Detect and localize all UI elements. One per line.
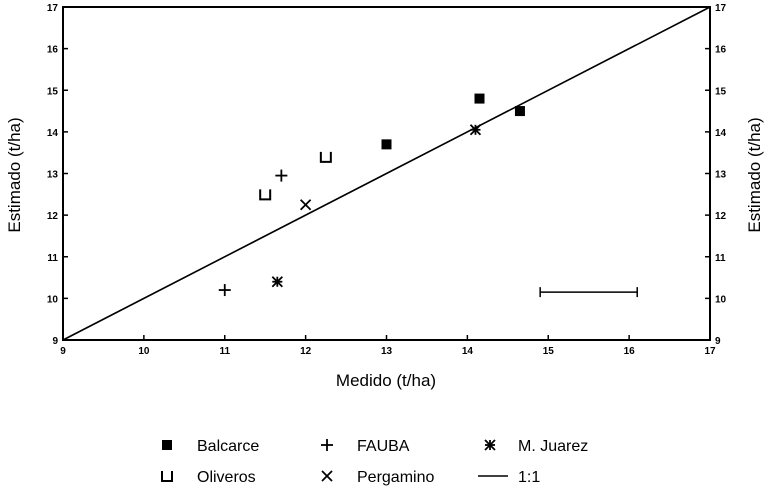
marker-shape — [474, 93, 485, 104]
y-tick-label-right: 10 — [715, 294, 727, 305]
legend-marker — [161, 471, 173, 482]
x-tick-label: 17 — [704, 346, 716, 357]
x-tick-label: 12 — [300, 346, 312, 357]
marker-shape — [321, 470, 333, 482]
marker-shape — [259, 189, 272, 201]
y-tick-label-right: 11 — [715, 253, 726, 264]
x-tick-label: 9 — [60, 346, 66, 357]
y-tick-label-left: 10 — [47, 294, 59, 305]
x-axis-title: Medido (t/ha) — [336, 371, 436, 390]
y-tick-label-right: 16 — [715, 45, 727, 56]
legend-marker — [321, 470, 333, 482]
y-tick-label-left: 12 — [47, 211, 59, 222]
error-bar-group — [539, 287, 638, 298]
x-tick-label: 13 — [381, 346, 393, 357]
legend-marker — [162, 440, 172, 450]
legend-label: FAUBA — [357, 438, 410, 455]
y-tick-label-left: 15 — [47, 86, 59, 97]
legend-label: Oliveros — [197, 469, 256, 486]
legend-marker — [484, 439, 496, 451]
x-tick-label: 14 — [462, 346, 474, 357]
y-tick-label-left: 13 — [47, 170, 59, 181]
y-tick-label-right: 14 — [715, 128, 727, 139]
y-tick-label-left: 14 — [47, 128, 59, 139]
reference-line-group — [62, 6, 711, 341]
x-tick-label: 11 — [219, 346, 230, 357]
data-point-pergamino — [299, 199, 312, 211]
legend-marker — [321, 439, 333, 451]
y-tick-label-left: 16 — [47, 45, 59, 56]
legend-item-pergamino: Pergamino — [321, 469, 434, 486]
y-tick-label-left: 9 — [52, 336, 58, 347]
y-tick-label-left: 17 — [47, 3, 59, 14]
data-point-m-juarez — [271, 276, 283, 288]
data-point-m-juarez — [469, 124, 482, 136]
marker-shape — [161, 471, 173, 482]
marker-shape — [271, 276, 283, 288]
y-tick-label-right: 9 — [715, 336, 721, 347]
legend-item-m-juarez: M. Juarez — [484, 438, 588, 455]
marker-shape — [469, 124, 482, 136]
legend-label: Balcarce — [197, 438, 259, 455]
y-tick-label-right: 15 — [715, 86, 727, 97]
x-tick-label: 10 — [138, 346, 150, 357]
data-points — [218, 93, 525, 297]
data-point-oliveros — [259, 189, 272, 201]
data-point-balcarce — [474, 93, 485, 104]
legend: Balcarce FAUBA M. Juarez Oliveros Pergamino 1… — [161, 438, 588, 486]
legend-label: 1:1 — [518, 469, 540, 486]
marker-shape — [484, 439, 496, 451]
reference-line-1-1 — [62, 6, 711, 341]
marker-shape — [381, 139, 392, 150]
x-tick-label: 15 — [543, 346, 555, 357]
legend-label: Pergamino — [357, 469, 434, 486]
legend-item-reference: 1:1 — [478, 469, 540, 486]
marker-shape — [162, 440, 172, 450]
marker-shape — [514, 106, 525, 117]
legend-item-fauba: FAUBA — [321, 438, 410, 455]
data-point-oliveros — [319, 151, 332, 163]
data-point-balcarce — [381, 139, 392, 150]
y-tick-label-right: 17 — [715, 3, 727, 14]
y-tick-label-right: 13 — [715, 170, 727, 181]
x-tick-label: 16 — [624, 346, 636, 357]
y-axis-title-left: Estimado (t/ha) — [5, 117, 24, 232]
marker-shape — [299, 199, 312, 211]
y-axis-title-right: Estimado (t/ha) — [745, 117, 764, 232]
legend-label: M. Juarez — [518, 438, 588, 455]
data-point-fauba — [275, 169, 288, 182]
marker-shape — [319, 151, 332, 163]
y-tick-label-right: 12 — [715, 211, 727, 222]
legend-item-balcarce: Balcarce — [162, 438, 259, 455]
y-tick-label-left: 11 — [47, 253, 58, 264]
data-point-balcarce — [514, 106, 525, 117]
data-point-fauba — [218, 284, 231, 297]
legend-item-oliveros: Oliveros — [161, 469, 256, 486]
